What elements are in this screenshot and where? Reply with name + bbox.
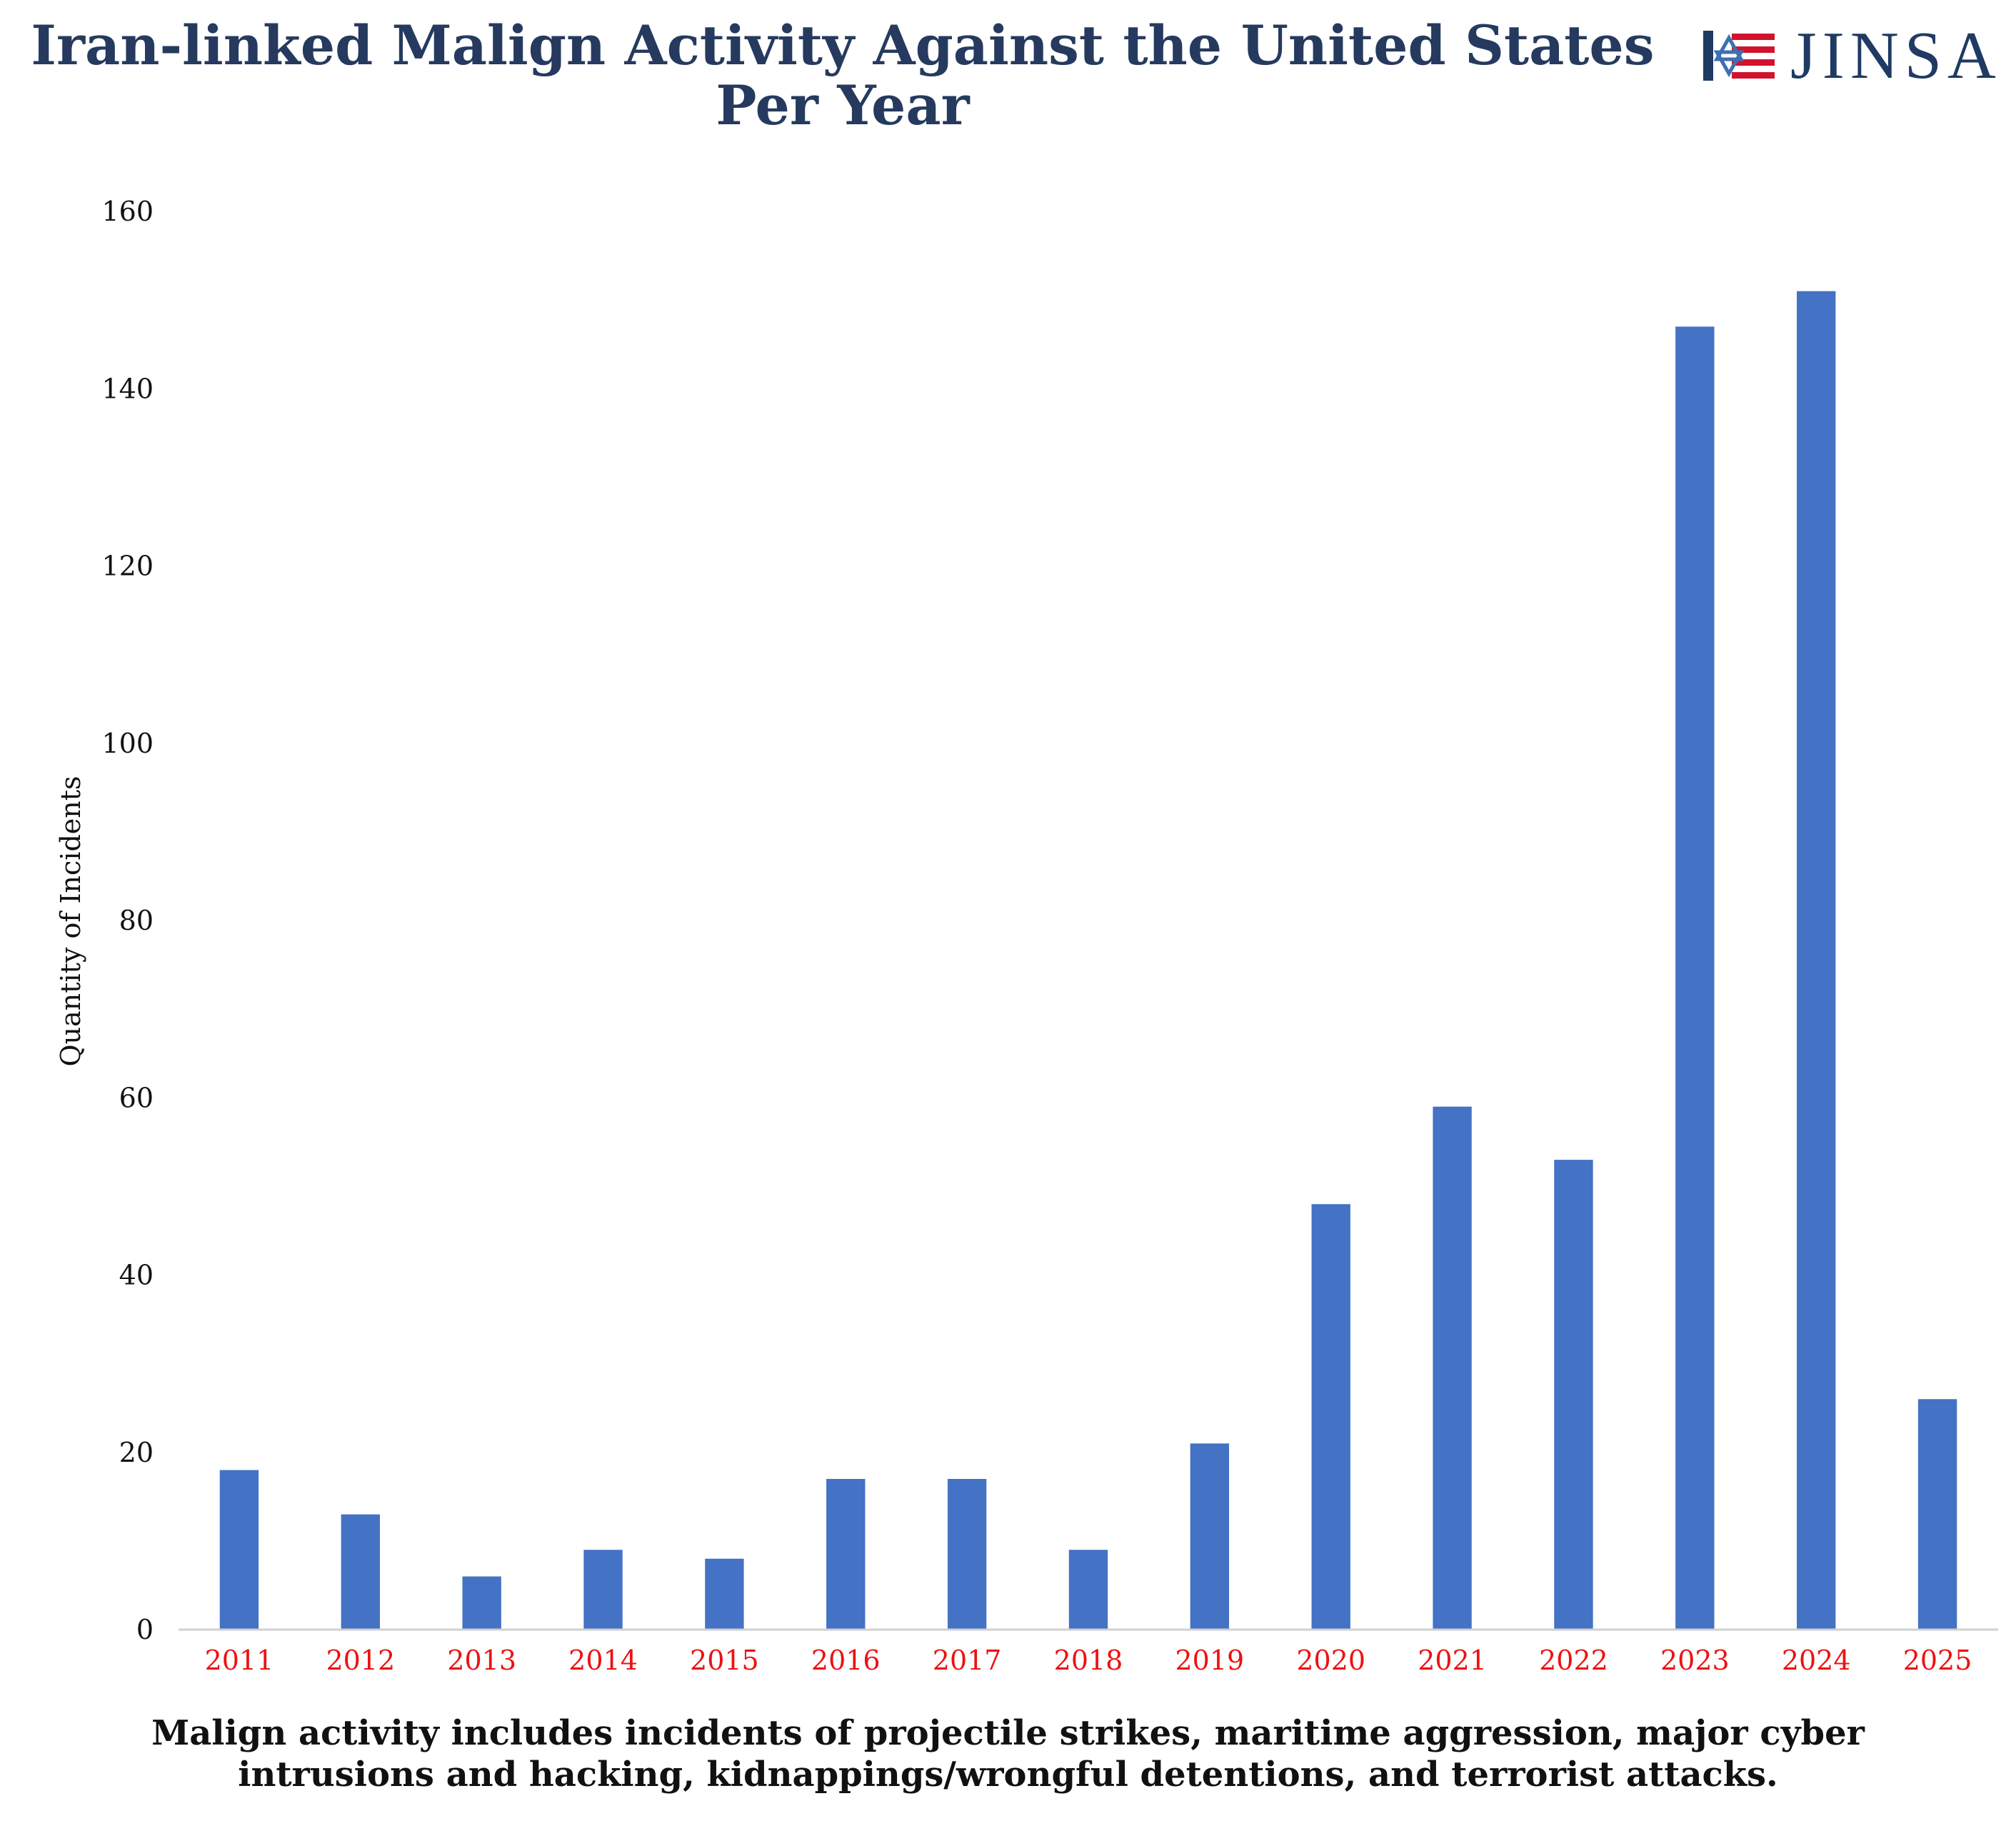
y-tick-label: 100 (101, 728, 154, 759)
chart-title-line-1: Iran-linked Malign Activity Against the … (31, 14, 1655, 77)
x-tick-label: 2013 (447, 1645, 516, 1676)
bar-2015 (705, 1558, 744, 1630)
y-tick-label: 20 (119, 1437, 154, 1468)
bar-2011 (219, 1470, 259, 1630)
caption-line-2: intrusions and hacking, kidnappings/wron… (238, 1755, 1778, 1795)
bar-2020 (1311, 1204, 1350, 1630)
bar-2018 (1068, 1550, 1108, 1630)
bar-2017 (947, 1478, 987, 1630)
y-axis-label: Quantity of Incidents (55, 776, 86, 1067)
bar-2013 (462, 1576, 501, 1630)
x-tick-label: 2023 (1660, 1645, 1730, 1676)
y-tick-label: 40 (119, 1260, 154, 1291)
caption-line-1: Malign activity includes incidents of pr… (151, 1713, 1865, 1753)
x-tick-label: 2025 (1903, 1645, 1972, 1676)
bar-2022 (1554, 1160, 1593, 1630)
chart-title-line-2: Per Year (716, 74, 970, 137)
y-tick-label: 120 (101, 551, 154, 582)
x-tick-label: 2024 (1782, 1645, 1851, 1676)
y-axis-ticks: 0 20 40 60 80 100 120 140 160 (101, 196, 154, 1645)
bar-2012 (341, 1514, 380, 1630)
bar-2014 (583, 1550, 623, 1630)
flag-star-icon (1703, 31, 1775, 81)
x-tick-label: 2016 (811, 1645, 881, 1676)
y-tick-label: 60 (119, 1082, 154, 1113)
bar-2019 (1190, 1443, 1230, 1630)
x-tick-label: 2017 (933, 1645, 1002, 1676)
y-tick-label: 140 (101, 373, 154, 404)
x-axis-ticks: 2011 2012 2013 2014 2015 2016 2017 2018 2019 2020… (205, 1645, 1972, 1676)
x-tick-label: 2019 (1175, 1645, 1245, 1676)
y-tick-label: 160 (101, 196, 154, 227)
bar-2016 (826, 1478, 866, 1630)
bar-2024 (1797, 291, 1836, 1630)
y-tick-label: 80 (119, 905, 154, 936)
jinsa-logo: JINSA (1703, 20, 2002, 91)
logo-text: JINSA (1790, 19, 2002, 93)
x-tick-label: 2012 (326, 1645, 395, 1676)
bars (219, 291, 1957, 1630)
x-tick-label: 2014 (568, 1645, 638, 1676)
bar-2021 (1433, 1106, 1472, 1630)
bar-2025 (1917, 1399, 1957, 1630)
chart-caption: Malign activity includes incidents of pr… (0, 1712, 2016, 1795)
bar-2023 (1675, 326, 1715, 1630)
x-tick-label: 2015 (690, 1645, 759, 1676)
x-tick-label: 2022 (1539, 1645, 1608, 1676)
x-tick-label: 2021 (1418, 1645, 1487, 1676)
y-tick-label: 0 (136, 1614, 154, 1645)
x-tick-label: 2020 (1296, 1645, 1365, 1676)
x-tick-label: 2018 (1054, 1645, 1123, 1676)
x-tick-label: 2011 (205, 1645, 274, 1676)
chart-title: Iran-linked Malign Activity Against the … (14, 16, 1671, 136)
